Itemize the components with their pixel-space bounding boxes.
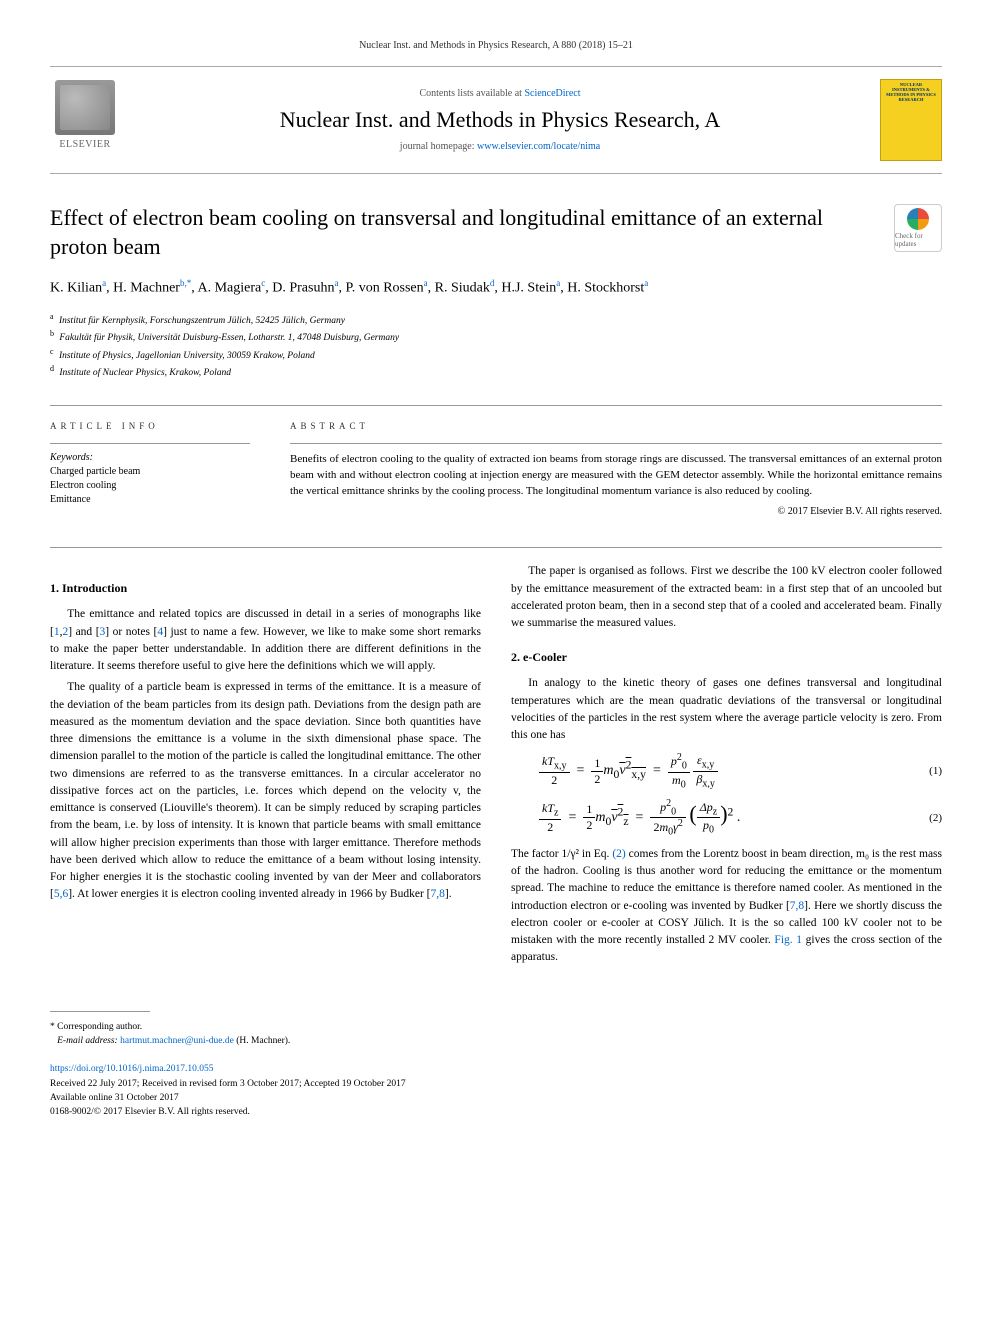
authors-list: K. Kiliana, H. Machnerb,*, A. Magierac, … — [50, 277, 942, 299]
body-columns: 1. Introduction The emittance and relate… — [50, 563, 942, 970]
right-column: The paper is organised as follows. First… — [511, 563, 942, 970]
ecooler-paragraph-2: The factor 1/γ² in Eq. (2) comes from th… — [511, 846, 942, 967]
keyword-item: Emittance — [50, 493, 250, 507]
divider — [50, 405, 942, 406]
article-info-col: ARTICLE INFO Keywords: Charged particle … — [50, 421, 250, 517]
keywords-label: Keywords: — [50, 452, 250, 463]
doi-link[interactable]: https://doi.org/10.1016/j.nima.2017.10.0… — [50, 1064, 213, 1074]
journal-cover-thumb[interactable]: NUCLEAR INSTRUMENTS & METHODS IN PHYSICS… — [880, 79, 942, 161]
contents-line: Contents lists available at ScienceDirec… — [140, 88, 860, 99]
received-dates: Received 22 July 2017; Received in revis… — [50, 1077, 942, 1091]
homepage-link[interactable]: www.elsevier.com/locate/nima — [477, 141, 600, 152]
eq-ref-2[interactable]: (2) — [612, 848, 625, 860]
intro-paragraph-3: The paper is organised as follows. First… — [511, 563, 942, 632]
email-line: E-mail address: hartmut.machner@uni-due.… — [50, 1034, 942, 1048]
section-1-heading: 1. Introduction — [50, 581, 481, 596]
banner-center: Contents lists available at ScienceDirec… — [140, 88, 860, 152]
publisher-name: ELSEVIER — [59, 139, 110, 150]
affiliations-list: a Institut für Kernphysik, Forschungszen… — [50, 311, 942, 381]
citation-header: Nuclear Inst. and Methods in Physics Res… — [50, 40, 942, 51]
intro-paragraph-2: The quality of a particle beam is expres… — [50, 679, 481, 903]
journal-name: Nuclear Inst. and Methods in Physics Res… — [140, 107, 860, 133]
keyword-item: Electron cooling — [50, 479, 250, 493]
ref-56[interactable]: 5,6 — [54, 888, 68, 900]
email-link[interactable]: hartmut.machner@uni-due.de — [120, 1036, 234, 1046]
equation-2: kTz2 = 12m0v2z = p202m0γ2 (Δpzp0)2 . (2) — [511, 798, 942, 838]
citation-text: Nuclear Inst. and Methods in Physics Res… — [359, 40, 633, 51]
corresponding-author: * Corresponding author. — [50, 1020, 942, 1034]
equation-1: kTx,y2 = 12m0v2x,y = p20m0 εx,yβx,y (1) — [511, 752, 942, 790]
info-abstract-row: ARTICLE INFO Keywords: Charged particle … — [50, 421, 942, 517]
homepage-line: journal homepage: www.elsevier.com/locat… — [140, 141, 860, 152]
page-footer: * Corresponding author. E-mail address: … — [50, 1011, 942, 1120]
article-title: Effect of electron beam cooling on trans… — [50, 204, 874, 261]
divider — [50, 547, 942, 548]
check-updates-badge[interactable]: Check for updates — [894, 204, 942, 252]
eq-1-number: (1) — [912, 765, 942, 777]
intro-paragraph-1: The emittance and related topics are dis… — [50, 606, 481, 675]
eq-2-number: (2) — [912, 812, 942, 824]
available-date: Available online 31 October 2017 — [50, 1091, 942, 1105]
keywords-list: Charged particle beamElectron coolingEmi… — [50, 465, 250, 507]
ref-78b[interactable]: 7,8 — [790, 900, 804, 912]
left-column: 1. Introduction The emittance and relate… — [50, 563, 481, 970]
fig-ref-1[interactable]: Fig. 1 — [774, 934, 802, 946]
section-2-heading: 2. e-Cooler — [511, 650, 942, 665]
issn-copyright: 0168-9002/© 2017 Elsevier B.V. All right… — [50, 1105, 942, 1119]
abstract-col: ABSTRACT Benefits of electron cooling to… — [290, 421, 942, 517]
abstract-label: ABSTRACT — [290, 421, 942, 431]
elsevier-logo[interactable]: ELSEVIER — [50, 80, 120, 160]
journal-banner: ELSEVIER Contents lists available at Sci… — [50, 66, 942, 174]
keyword-item: Charged particle beam — [50, 465, 250, 479]
abstract-copyright: © 2017 Elsevier B.V. All rights reserved… — [290, 506, 942, 517]
article-info-label: ARTICLE INFO — [50, 421, 250, 431]
ref-78[interactable]: 7,8 — [430, 888, 444, 900]
sciencedirect-link[interactable]: ScienceDirect — [524, 88, 580, 99]
crossmark-icon — [907, 208, 929, 230]
abstract-text: Benefits of electron cooling to the qual… — [290, 452, 942, 500]
ecooler-paragraph-1: In analogy to the kinetic theory of gase… — [511, 675, 942, 744]
elsevier-tree-icon — [55, 80, 115, 135]
